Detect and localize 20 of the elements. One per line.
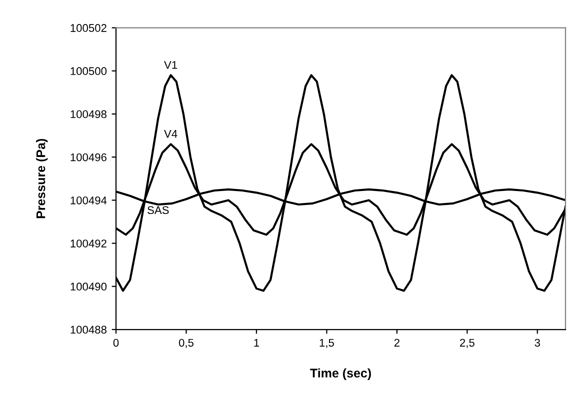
- y-tick-label: 100488: [70, 326, 106, 334]
- y-tick-label: 100494: [70, 196, 107, 204]
- series-label: V4: [164, 130, 178, 138]
- y-tick-label: 100490: [70, 282, 107, 291]
- y-tick-label: 100496: [70, 153, 106, 162]
- x-tick-label: 1: [254, 338, 260, 347]
- x-tick-label: 3: [534, 338, 540, 347]
- x-tick-label: 0: [113, 338, 119, 347]
- x-tick-label: 2,5: [460, 338, 474, 348]
- series-label: SAS: [148, 206, 169, 214]
- y-tick-label: 100500: [70, 67, 107, 76]
- series-label: V1: [164, 61, 178, 69]
- y-tick-label: 100492: [70, 240, 106, 248]
- x-tick-label: 2: [394, 338, 400, 347]
- y-tick-label: 100498: [70, 110, 106, 118]
- x-axis-title: Time (sec): [310, 368, 371, 380]
- x-tick-label: 0,5: [178, 338, 194, 348]
- x-tick-label: 1,5: [320, 338, 334, 348]
- y-axis-title: Pressure (Pa): [36, 138, 48, 218]
- y-tick-label: 100502: [70, 24, 106, 32]
